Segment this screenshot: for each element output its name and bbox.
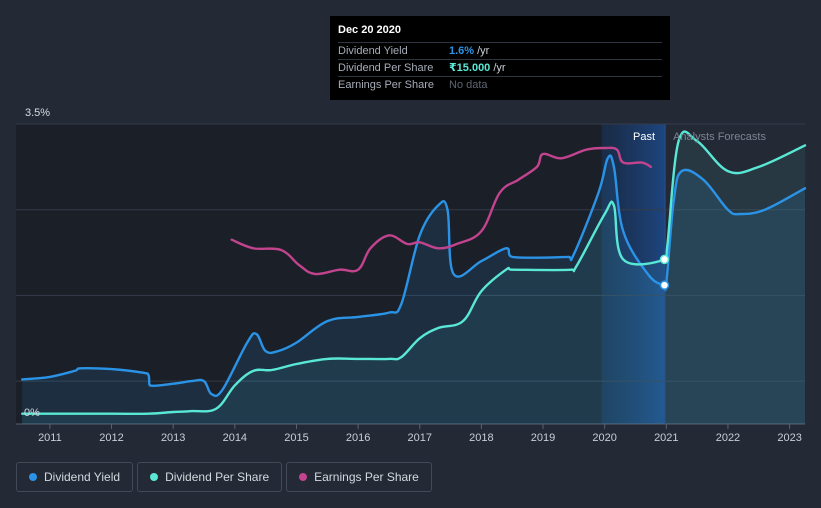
tooltip-row-earnings-per-share: Earnings Per Share No data (338, 76, 662, 93)
x-tick-label: 2021 (654, 432, 678, 444)
marker-yield (659, 280, 670, 290)
past-label: Past (633, 131, 655, 143)
legend-label: Dividend Per Share (165, 470, 270, 484)
series-areas (22, 131, 805, 424)
x-tick-label: 2022 (716, 432, 740, 444)
x-tick-label: 2019 (531, 432, 555, 444)
legend-label: Dividend Yield (44, 470, 121, 484)
x-tick-label: 2011 (38, 432, 62, 444)
y-axis-max-label: 3.5% (25, 107, 50, 119)
x-tick-label: 2017 (408, 432, 432, 444)
forecast-label: Analysts Forecasts (673, 131, 766, 143)
area-yield (22, 155, 805, 424)
x-tick-label: 2015 (284, 432, 308, 444)
x-tick-label: 2014 (223, 432, 247, 444)
x-tick-label: 2013 (161, 432, 185, 444)
tooltip-value: No data (449, 79, 488, 91)
line-eps (230, 146, 653, 276)
legend-item-earnings-per-share[interactable]: Earnings Per Share (286, 462, 432, 492)
x-tick-label: 2023 (777, 432, 801, 444)
y-axis-min-label: 0% (24, 407, 40, 419)
tooltip-label: Dividend Per Share (338, 62, 434, 74)
x-tick-label: 2018 (469, 432, 493, 444)
series-markers (659, 254, 670, 290)
past-band (601, 124, 666, 424)
marker-dps (659, 254, 670, 265)
legend-label: Earnings Per Share (314, 470, 419, 484)
legend-item-dividend-per-share[interactable]: Dividend Per Share (137, 462, 283, 492)
tooltip-row-dividend-per-share: Dividend Per Share ₹15.000 /yr (338, 59, 662, 76)
x-tick-label: 2020 (592, 432, 616, 444)
legend-dot-icon (299, 473, 308, 481)
line-dps (21, 130, 807, 416)
x-tick-label: 2016 (346, 432, 370, 444)
tooltip-unit: /yr (493, 62, 506, 74)
x-tick-label: 2012 (99, 432, 123, 444)
tooltip-label: Dividend Yield (338, 45, 408, 57)
tooltip-date: Dec 20 2020 (338, 24, 401, 36)
area-dps (22, 131, 805, 424)
tooltip-unit: /yr (477, 45, 490, 57)
tooltip: Dec 20 2020 Dividend Yield 1.6% /yr Divi… (330, 16, 670, 100)
history-background (16, 124, 666, 424)
tooltip-label: Earnings Per Share (338, 79, 434, 91)
tooltip-value: ₹15.000 (449, 62, 491, 74)
tooltip-value: 1.6% (449, 45, 475, 57)
legend: Dividend Yield Dividend Per Share Earnin… (16, 462, 432, 492)
legend-dot-icon (150, 473, 159, 481)
x-axis-ticks: 2011 2012 2013 2014 2015 2016 2017 2018 2019 2020… (38, 424, 802, 444)
tooltip-row-dividend-yield: Dividend Yield 1.6% /yr (338, 42, 662, 59)
legend-item-dividend-yield[interactable]: Dividend Yield (16, 462, 134, 492)
legend-dot-icon (29, 473, 37, 481)
